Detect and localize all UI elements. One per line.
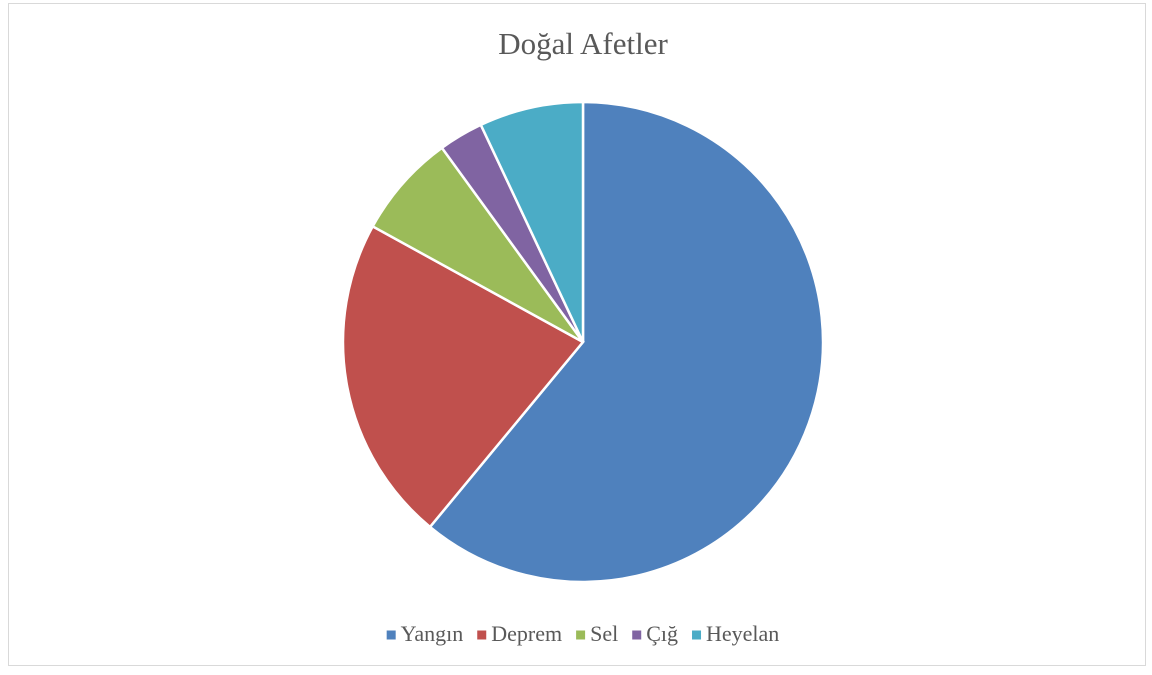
legend-swatch: [477, 630, 487, 640]
pie-slice: [370, 146, 585, 344]
pie-slice: [341, 224, 585, 529]
legend-label: Yangın: [401, 621, 464, 646]
legend-swatch: [692, 630, 702, 640]
legend-label: Sel: [590, 621, 618, 646]
legend-label: Çığ: [646, 621, 678, 646]
legend-label: Heyelan: [706, 621, 779, 646]
legend-swatch: [632, 630, 642, 640]
legend-swatch: [576, 630, 586, 640]
chart-title: Doğal Afetler: [498, 26, 668, 61]
legend-swatch: [386, 630, 396, 640]
legend-label: Deprem: [491, 621, 562, 646]
pie-slice: [428, 100, 825, 584]
pie-slice: [479, 100, 585, 343]
